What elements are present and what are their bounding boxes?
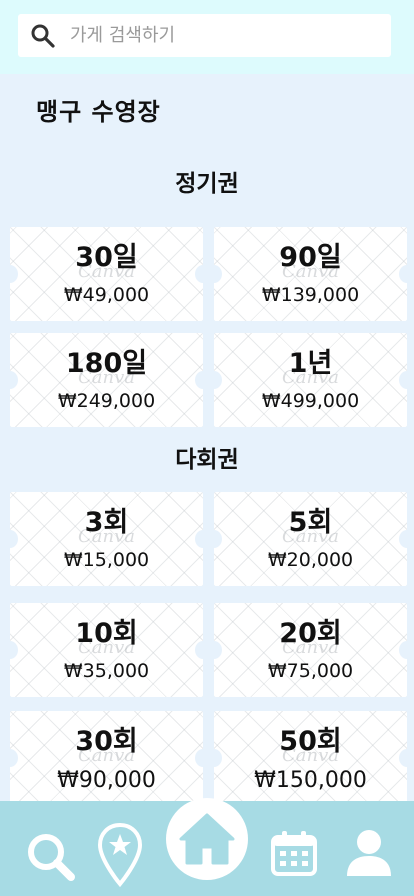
ticket-card[interactable]: Canva 30일 ₩49,000	[2, 227, 211, 321]
ticket-name: 30회	[75, 726, 138, 757]
watermark: Canva	[78, 367, 135, 388]
ticket-price: ₩20,000	[267, 549, 354, 571]
ticket-price: ₩150,000	[254, 768, 367, 793]
ticket-price: ₩49,000	[63, 284, 150, 306]
page-title: 맹구 수영장	[36, 98, 161, 126]
ticket-card[interactable]: Canva 20회 ₩75,000	[206, 603, 414, 697]
section-title-multi-pass: 다회권	[175, 447, 239, 473]
search-header	[0, 0, 414, 74]
search-icon[interactable]	[24, 830, 78, 884]
ticket-card[interactable]: Canva 3회 ₩15,000	[2, 492, 211, 586]
ticket-name: 3회	[84, 507, 129, 538]
ticket-price: ₩35,000	[63, 660, 150, 682]
search-icon[interactable]	[30, 23, 56, 49]
favorite-pin-icon[interactable]	[96, 822, 144, 888]
ticket-name: 50회	[279, 726, 342, 757]
ticket-price: ₩499,000	[261, 390, 360, 412]
watermark: Canva	[282, 745, 339, 766]
ticket-name: 30일	[75, 242, 138, 273]
home-icon	[179, 813, 235, 865]
watermark: Canva	[282, 261, 339, 282]
ticket-name: 1년	[288, 348, 333, 379]
watermark: Canva	[78, 261, 135, 282]
search-bar[interactable]	[18, 14, 391, 57]
ticket-name: 5회	[288, 507, 333, 538]
section-title-regular-pass: 정기권	[175, 171, 239, 197]
ticket-card[interactable]: Canva 180일 ₩249,000	[2, 333, 211, 427]
ticket-name: 90일	[279, 242, 342, 273]
ticket-name: 180일	[65, 348, 148, 379]
ticket-price: ₩75,000	[267, 660, 354, 682]
ticket-card[interactable]: Canva 1년 ₩499,000	[206, 333, 414, 427]
bottom-nav	[0, 798, 414, 896]
watermark: Canva	[78, 637, 135, 658]
home-button[interactable]	[166, 798, 248, 880]
ticket-name: 10회	[75, 618, 138, 649]
watermark: Canva	[282, 367, 339, 388]
profile-icon[interactable]	[344, 828, 394, 878]
ticket-card[interactable]: Canva 30회 ₩90,000	[2, 711, 211, 805]
ticket-card[interactable]: Canva 50회 ₩150,000	[206, 711, 414, 805]
watermark: Canva	[282, 637, 339, 658]
ticket-price: ₩249,000	[57, 390, 156, 412]
ticket-name: 20회	[279, 618, 342, 649]
ticket-price: ₩15,000	[63, 549, 150, 571]
ticket-card[interactable]: Canva 10회 ₩35,000	[2, 603, 211, 697]
watermark: Canva	[282, 526, 339, 547]
calendar-icon[interactable]	[270, 829, 318, 877]
ticket-card[interactable]: Canva 90일 ₩139,000	[206, 227, 414, 321]
ticket-card[interactable]: Canva 5회 ₩20,000	[206, 492, 414, 586]
watermark: Canva	[78, 745, 135, 766]
ticket-price: ₩139,000	[261, 284, 360, 306]
watermark: Canva	[78, 526, 135, 547]
search-input[interactable]	[70, 25, 360, 46]
ticket-price: ₩90,000	[57, 768, 156, 793]
